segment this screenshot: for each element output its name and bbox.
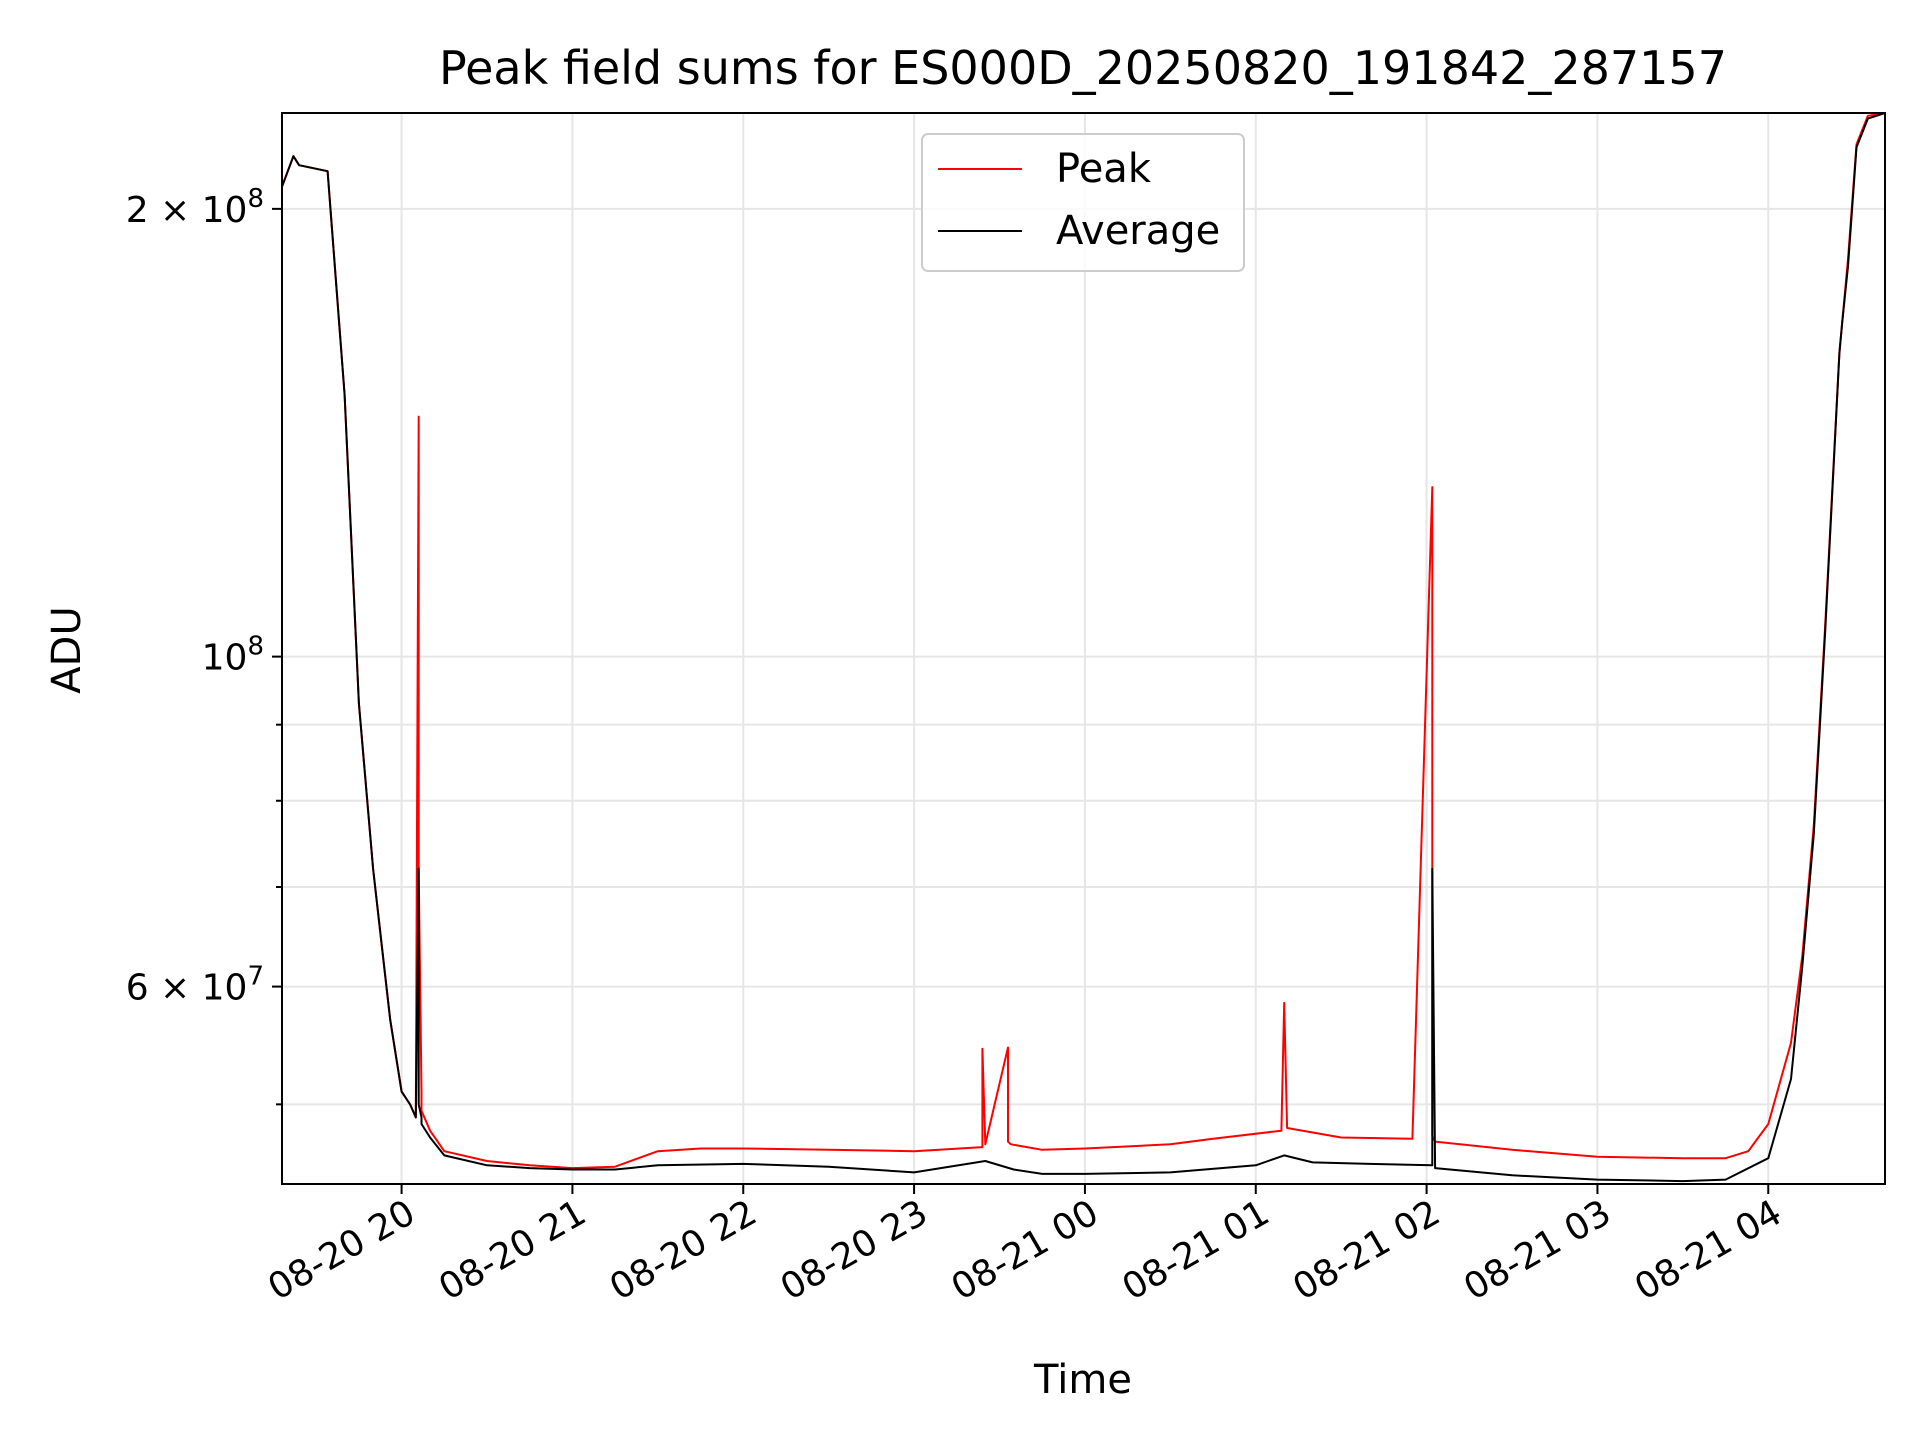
y-tick-label: 6 × 107 — [126, 962, 264, 1009]
y-tick-label: 108 — [202, 632, 264, 679]
legend-peak-label: Peak — [1056, 146, 1152, 192]
y-axis: 6 × 107 108 2 × 108 — [126, 184, 282, 1106]
x-axis-label: Time — [1033, 1357, 1132, 1403]
y-axis-label: ADU — [44, 606, 90, 693]
y-tick-label: 2 × 108 — [126, 184, 264, 231]
series-line-average — [281, 112, 1886, 1183]
series-layer — [281, 112, 1886, 1183]
legend: Peak Average — [921, 133, 1245, 272]
chart-title: Peak field sums for ES000D_20250820_1918… — [439, 41, 1727, 95]
plot-frame — [281, 112, 1886, 1185]
grid — [282, 113, 1885, 1184]
legend-average-label: Average — [1056, 208, 1220, 254]
